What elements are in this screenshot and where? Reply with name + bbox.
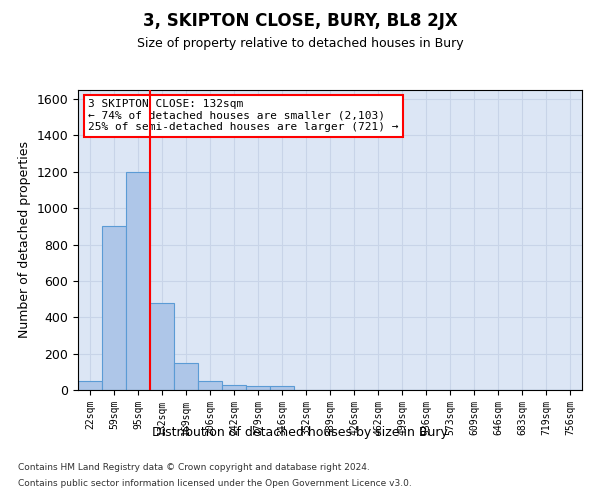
Bar [102,226,126,390]
Bar [270,386,294,390]
Text: Size of property relative to detached houses in Bury: Size of property relative to detached ho… [137,38,463,51]
Y-axis label: Number of detached properties: Number of detached properties [18,142,31,338]
Text: Contains public sector information licensed under the Open Government Licence v3: Contains public sector information licen… [18,478,412,488]
Text: 3 SKIPTON CLOSE: 132sqm
← 74% of detached houses are smaller (2,103)
25% of semi: 3 SKIPTON CLOSE: 132sqm ← 74% of detache… [88,99,398,132]
Text: Distribution of detached houses by size in Bury: Distribution of detached houses by size … [152,426,448,439]
Bar [150,302,174,390]
Bar [126,172,150,390]
Text: 3, SKIPTON CLOSE, BURY, BL8 2JX: 3, SKIPTON CLOSE, BURY, BL8 2JX [143,12,457,30]
Bar [198,381,222,390]
Text: Contains HM Land Registry data © Crown copyright and database right 2024.: Contains HM Land Registry data © Crown c… [18,464,370,472]
Bar [78,381,102,390]
Bar [174,362,198,390]
Bar [222,384,246,390]
Bar [246,386,270,390]
